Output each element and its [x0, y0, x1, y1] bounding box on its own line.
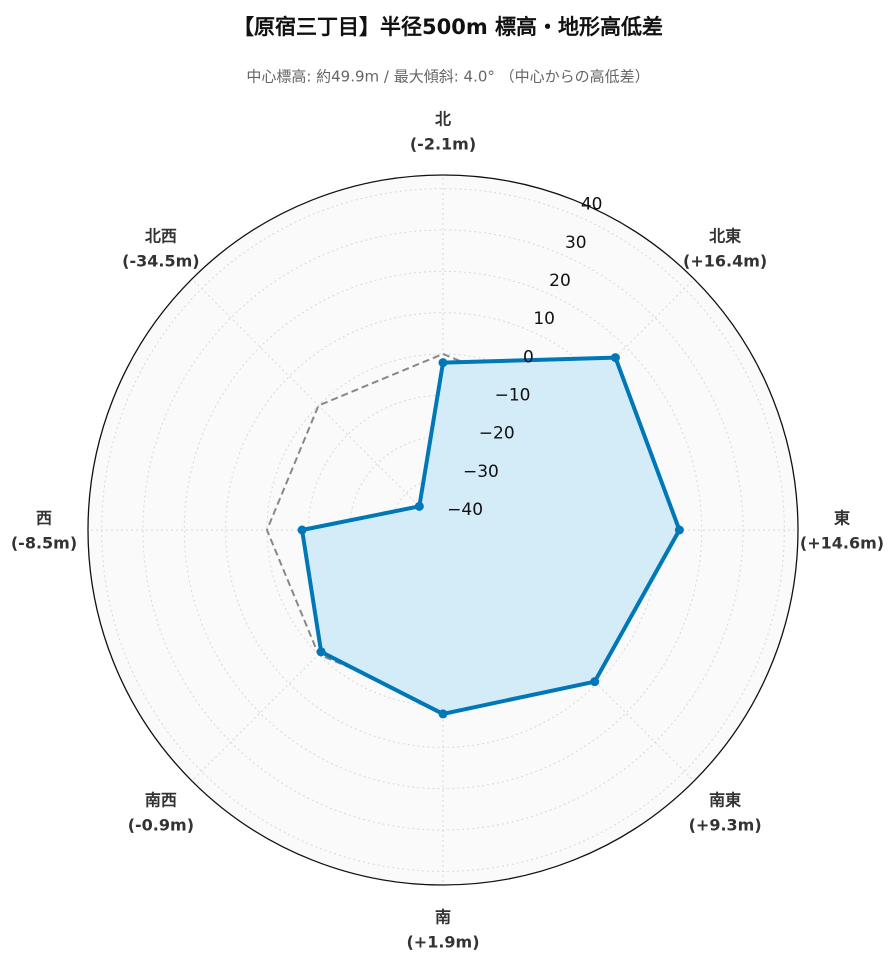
- data-point: [674, 525, 684, 535]
- value-label: (-34.5m): [122, 251, 199, 270]
- category-label: 北西: [145, 226, 177, 245]
- chart-subtitle: 中心標高: 約49.9m / 最大傾斜: 4.0° （中心からの高低差）: [246, 68, 649, 86]
- outer-ring: [87, 174, 799, 886]
- r-tick-label: 40: [581, 195, 603, 215]
- chart-title: 【原宿三丁目】半径500m 標高・地形高低差: [233, 15, 663, 39]
- value-label: (+16.4m): [683, 251, 767, 270]
- r-tick-label: 0: [523, 347, 534, 367]
- category-label: 南西: [145, 791, 177, 810]
- value-label: (-2.1m): [410, 135, 476, 154]
- r-tick-label: 20: [549, 271, 571, 291]
- value-label: (+1.9m): [406, 933, 479, 952]
- category-label: 南東: [709, 791, 741, 810]
- category-label: 東: [834, 509, 850, 528]
- spoke: [191, 529, 444, 782]
- r-tick-label: 10: [533, 309, 555, 329]
- category-label: 南: [435, 908, 451, 927]
- r-tick-label: −20: [479, 424, 515, 444]
- data-point: [414, 501, 424, 511]
- spoke: [442, 278, 695, 531]
- spoke: [442, 529, 695, 782]
- data-point: [590, 677, 600, 687]
- grid-ring: [183, 270, 703, 790]
- value-label: (-0.9m): [128, 816, 194, 835]
- spoke: [191, 278, 444, 531]
- value-label: (-8.5m): [11, 534, 77, 553]
- data-point: [610, 353, 620, 363]
- value-label: (+14.6m): [800, 534, 884, 553]
- category-label: 西: [36, 509, 52, 528]
- category-label: 北東: [709, 226, 741, 245]
- r-tick-label: −40: [447, 500, 483, 520]
- r-tick-label: −10: [495, 386, 531, 406]
- value-label: (+9.3m): [689, 816, 762, 835]
- data-point: [438, 358, 448, 368]
- r-tick-label: −30: [463, 462, 499, 482]
- data-point: [297, 525, 307, 535]
- r-tick-label: 30: [565, 233, 587, 253]
- data-point: [316, 647, 326, 657]
- category-label: 北: [435, 110, 451, 129]
- data-point: [438, 709, 448, 719]
